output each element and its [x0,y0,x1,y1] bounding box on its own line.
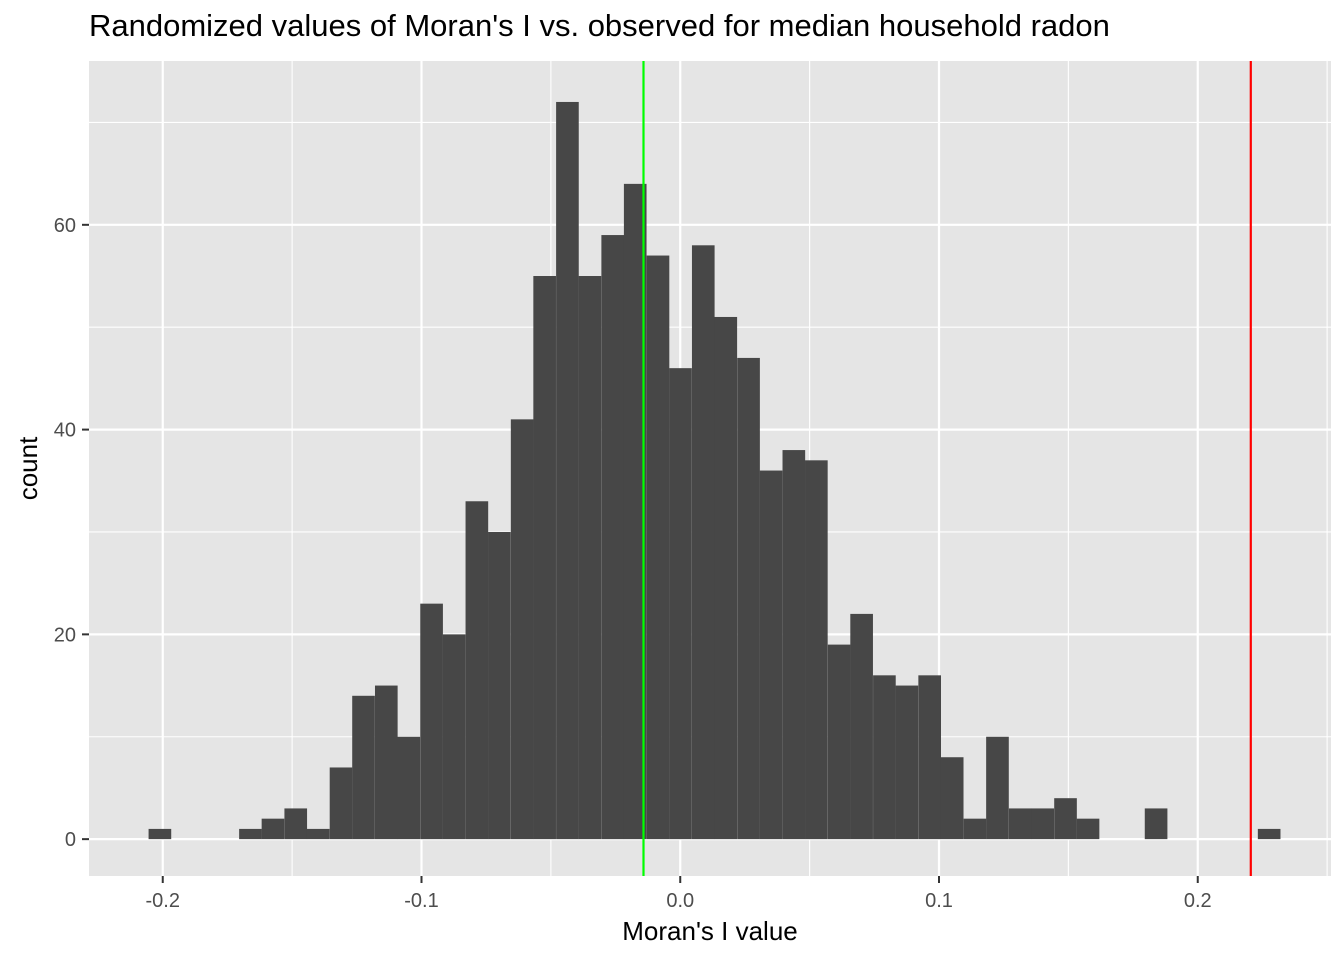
histogram-bar [261,818,285,840]
histogram-bar [306,828,330,840]
histogram-bar [691,245,715,840]
chart-title: Randomized values of Moran's I vs. obser… [89,8,1110,43]
histogram-bar [895,685,919,840]
histogram-bar [329,767,353,840]
y-tick-label: 40 [54,420,76,442]
histogram-bar [1031,808,1055,840]
histogram-bar [442,634,466,840]
histogram-bar [148,828,172,840]
x-tick-label: -0.1 [404,890,438,912]
y-tick-label: 0 [65,829,76,851]
x-axis-tick-labels: -0.2 -0.1 0.0 0.1 0.2 [146,890,1212,912]
histogram-bar [374,685,398,840]
histogram-bar [850,613,873,840]
histogram-bar [397,736,421,840]
histogram-bar [533,276,556,840]
x-tick-label: 0.2 [1184,890,1212,912]
y-axis-title: count [13,436,43,500]
x-tick-label: 0.1 [925,890,953,912]
x-tick-label: -0.2 [146,890,180,912]
histogram-bar [352,695,375,840]
histogram-bar [963,818,987,840]
histogram-bar [918,675,941,840]
histogram-bar [669,368,692,840]
histogram-bar [239,828,262,840]
histogram-bar [714,316,738,840]
y-tick-label: 60 [54,215,76,237]
histogram-bar [420,603,443,840]
histogram-bar [940,757,964,840]
histogram-bar [488,531,511,840]
histogram-bar [737,357,760,840]
histogram-bar [578,276,602,840]
histogram-bar [873,675,896,840]
y-axis-tick-labels: 0 20 40 60 [54,215,76,851]
histogram-bar [646,255,670,840]
histogram-bar [1257,828,1281,840]
histogram-bar [1144,808,1168,840]
histogram-bar [759,470,783,840]
histogram-bar [601,235,625,840]
histogram-bar [465,501,489,840]
histogram-bar [1054,798,1077,840]
y-tick-label: 20 [54,624,76,646]
histogram-bar [1076,818,1100,840]
histogram-bar [986,736,1009,840]
histogram-bars [148,101,1281,840]
histogram-bar [1008,808,1032,840]
histogram-bar [805,460,828,840]
histogram-bar [782,450,806,840]
axis-ticks [82,223,1199,883]
histogram-bar [556,101,579,840]
x-axis-title: Moran's I value [622,916,798,946]
reference-lines [642,61,1252,876]
histogram-bar [623,183,647,840]
histogram-bar [510,419,534,840]
histogram-bar [284,808,308,840]
x-tick-label: 0.0 [666,890,694,912]
histogram-bar [827,644,851,840]
